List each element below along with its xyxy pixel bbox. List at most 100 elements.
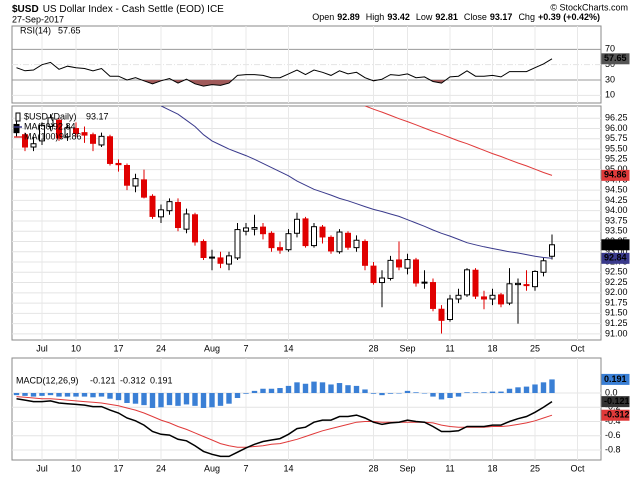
histogram-bar xyxy=(498,391,504,394)
y-tick-label: 93.50 xyxy=(605,226,628,236)
x-tick-label: Jul xyxy=(36,343,48,353)
candle-body xyxy=(362,240,368,266)
candle-body xyxy=(22,134,28,148)
candle-body xyxy=(319,226,326,238)
legend-value: 92.84 xyxy=(53,121,76,131)
histogram-bar xyxy=(413,392,419,394)
quote-label: High xyxy=(366,12,385,22)
x-tick-label: Sep xyxy=(399,463,415,473)
histogram-bar xyxy=(370,393,377,394)
candle-body xyxy=(132,178,139,187)
histogram-bar xyxy=(115,393,122,401)
quote-label: Open xyxy=(312,12,334,22)
candle-body xyxy=(251,227,258,230)
candle-body xyxy=(175,201,181,229)
histogram-bar xyxy=(362,389,368,394)
value-badge-label: 94.86 xyxy=(604,170,627,180)
candle-body xyxy=(430,282,436,309)
x-tick-label: Oct xyxy=(570,463,585,473)
histogram-bar xyxy=(30,393,37,397)
x-tick-label: 17 xyxy=(113,343,123,353)
y-tick-label: 95.00 xyxy=(605,164,628,174)
y-tick-label: 92.25 xyxy=(605,277,628,287)
histogram-bar xyxy=(404,390,411,394)
candle-body xyxy=(336,231,343,253)
histogram-bar xyxy=(277,388,283,394)
quote-value: +0.39 (+0.42%) xyxy=(538,12,600,22)
value-badge-label: 93.17 xyxy=(604,239,627,249)
legend-value: -0.312 xyxy=(120,375,146,385)
x-tick-label: 14 xyxy=(283,343,293,353)
legend-label: MA(50) xyxy=(24,121,54,131)
y-tick-label: -0.8 xyxy=(605,444,621,454)
candle-body xyxy=(328,236,334,252)
histogram-bar xyxy=(464,392,470,394)
x-tick-label: 25 xyxy=(530,343,540,353)
candle-body xyxy=(379,277,385,284)
candle-body xyxy=(396,259,402,268)
y-tick-label: 91.75 xyxy=(605,297,628,307)
x-tick-label: 7 xyxy=(243,343,248,353)
histogram-bar xyxy=(506,388,513,394)
candle-body xyxy=(447,298,453,321)
quote: Open 92.89 High 93.42 Low 92.81 Close 93.17 Chg +… xyxy=(312,12,600,22)
candle-body xyxy=(515,282,521,286)
candle-body xyxy=(149,195,156,217)
candle-body xyxy=(158,209,164,218)
quote-label: Chg xyxy=(518,12,535,22)
x-tick-label: Aug xyxy=(204,463,220,473)
candle-body xyxy=(387,259,394,279)
legend-value: 0.191 xyxy=(150,375,173,385)
candle-body xyxy=(124,165,130,186)
histogram-bar xyxy=(421,393,428,394)
candle-body xyxy=(353,239,360,249)
y-tick-label: 94.25 xyxy=(605,195,628,205)
candle-body xyxy=(183,213,190,230)
x-tick-label: 28 xyxy=(368,343,378,353)
x-tick-label: Sep xyxy=(399,343,415,353)
histogram-bar xyxy=(124,393,130,403)
histogram-bar xyxy=(251,390,258,394)
y-tick-label: 95.50 xyxy=(605,143,628,153)
candle-body xyxy=(302,218,309,247)
x-tick-label: 24 xyxy=(156,463,166,473)
panel-frame xyxy=(11,357,602,461)
candle-body xyxy=(107,136,113,164)
histogram-bar xyxy=(209,393,215,408)
candle-body xyxy=(73,128,79,134)
histogram-bar xyxy=(523,386,530,394)
candle-body xyxy=(56,119,62,139)
y-tick-label: 30 xyxy=(605,74,615,84)
y-tick-label: 95.75 xyxy=(605,133,628,143)
candle-body xyxy=(192,214,198,243)
candle-body xyxy=(370,265,377,284)
y-tick-label: 96.00 xyxy=(605,123,628,133)
y-tick-label: 92.00 xyxy=(605,287,628,297)
value-badge xyxy=(601,396,630,408)
value-badge xyxy=(601,409,630,421)
histogram-bar xyxy=(396,393,402,394)
candle-body xyxy=(540,260,547,273)
candle-body xyxy=(260,226,266,235)
histogram-bar xyxy=(132,393,139,404)
x-tick-label: 11 xyxy=(445,463,454,473)
histogram-bar xyxy=(81,393,88,397)
histogram-bar xyxy=(226,393,232,404)
histogram-bar xyxy=(200,393,207,408)
histogram-bar xyxy=(472,392,479,394)
candle-body xyxy=(64,127,71,138)
candle-body xyxy=(115,162,122,166)
quote-value: 93.17 xyxy=(490,12,513,22)
histogram-bar xyxy=(22,393,28,396)
rsi-fill-group xyxy=(16,58,553,87)
histogram-bar xyxy=(379,393,385,396)
price-group xyxy=(13,106,555,334)
candle-body xyxy=(277,247,283,251)
candle-body xyxy=(234,229,241,259)
security-name: US Dollar Index - Cash Settle (EOD) ICE xyxy=(43,4,224,15)
legend-label: $USD (Daily) xyxy=(24,111,77,121)
histogram-bar xyxy=(532,384,538,394)
candle-body xyxy=(498,294,504,305)
header-title: $USD US Dollar Index - Cash Settle (EOD) … xyxy=(12,4,224,15)
histogram-bar xyxy=(345,385,351,394)
